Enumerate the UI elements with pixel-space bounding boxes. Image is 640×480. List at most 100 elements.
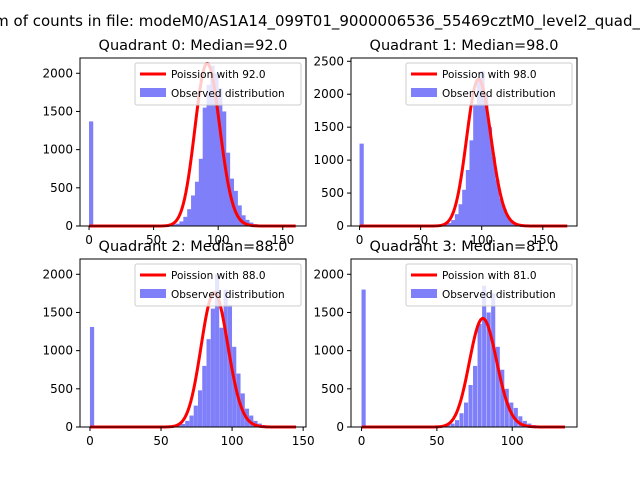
x-tick-label: 0 [85,233,93,247]
histogram-bar [473,365,478,427]
histogram-bar [504,388,509,427]
legend-label-observed: Observed distribution [171,88,285,100]
x-tick-label: 50 [413,233,428,247]
y-tick-label: 500 [50,181,73,195]
legend-box [134,62,302,106]
histogram-bar [185,420,190,427]
legend: Poission with 92.0 Observed distribution [134,62,302,106]
histogram-bar [219,327,224,427]
histogram-bar [502,208,507,226]
histogram-bar [476,81,482,226]
histogram-bar [451,220,456,226]
legend-bar-swatch [411,88,437,97]
chart-panel-q0: Quadrant 0: Median=92.00 50 100 15005001000… [42,38,307,247]
histogram-bar [454,420,460,427]
chart-panel-q3: Quadrant 3: Median=81.00 50 10005001000150… [313,239,578,448]
histogram-bar [495,346,500,427]
histogram-bar [506,216,511,226]
histogram-bar [454,214,460,226]
histogram-bar [500,369,505,427]
histogram-bar [171,224,176,226]
histogram-bar [215,274,220,427]
y-tick-label: 1000 [42,344,73,358]
histogram-bar [191,195,196,226]
x-tick-label: 100 [207,233,230,247]
x-tick-label: 50 [153,434,168,448]
axes-frame [350,57,578,227]
histogram-bar [477,323,482,427]
histogram-bar [193,405,198,427]
histogram-bar [491,293,496,427]
histogram-bar [223,289,228,427]
histogram-bar [202,107,207,226]
legend-box [405,62,573,106]
histogram-bar [495,179,500,226]
panel-title: Quadrant 1: Median=98.0 [370,38,559,54]
legend-label-observed: Observed distribution [442,289,556,301]
legend: Poission with 88.0 Observed distribution [134,263,302,307]
histogram-bar [206,84,211,227]
x-tick-label: 0 [358,434,366,448]
y-tick-label: 1500 [313,305,344,319]
histogram-bar [89,121,94,226]
histogram-bar [187,209,192,226]
y-tick-label: 1500 [313,120,344,134]
histogram-bar [206,339,211,427]
x-tick-label: 0 [356,233,364,247]
x-tick-label: 100 [501,434,524,448]
histogram-bar [464,402,469,427]
legend-label-observed: Observed distribution [442,88,556,100]
y-tick-label: 1500 [42,305,73,319]
histogram-bar [445,425,451,427]
y-tick-label: 0 [336,420,344,434]
histogram-bar [202,365,207,427]
histogram-bar [359,143,364,226]
legend-box [405,263,573,307]
y-tick-label: 0 [65,219,73,233]
histogram-bar [491,156,496,226]
x-tick-label: 0 [86,434,94,448]
axes-frame [350,258,578,428]
y-tick-label: 2000 [313,87,344,101]
histogram-bar [175,223,180,226]
histogram-bar [518,416,523,427]
legend-label-poisson: Poission with 81.0 [442,270,537,282]
legend-bar-swatch [411,289,437,298]
histogram-bar [245,219,250,226]
histogram-bar [447,223,452,226]
x-tick-label: 50 [429,434,444,448]
histogram-bar [522,420,527,427]
x-tick-label: 100 [221,434,244,448]
histogram-bar [498,198,504,226]
histogram-bar [486,312,491,427]
chart-panel-q2: Quadrant 2: Median=88.00 50 100 15005001000… [42,239,314,448]
histogram-bar [189,415,194,427]
histogram-bar [198,158,204,226]
legend: Poission with 81.0 Observed distribution [405,263,573,307]
figure-suptitle: Histogram of counts in file: modeM0/AS1A… [0,12,640,31]
y-tick-label: 1500 [42,104,73,118]
legend-label-poisson: Poission with 92.0 [171,69,266,81]
histogram-bar [482,285,487,427]
legend-label-poisson: Poission with 98.0 [442,69,537,81]
y-tick-label: 2000 [313,267,344,281]
histogram-bar [480,71,485,226]
histogram-bar [227,304,233,427]
y-tick-label: 500 [321,186,344,200]
x-tick-label: 150 [292,434,315,448]
histogram-bar [179,221,184,226]
axes-frame [79,258,307,428]
histogram-bar [214,73,219,226]
panel-title: Quadrant 0: Median=92.0 [99,38,288,54]
histogram-bar [473,104,478,226]
histogram-bar [459,413,464,427]
panels: Quadrant 0: Median=92.00 50 100 15005001000… [42,38,578,448]
y-tick-label: 1000 [313,153,344,167]
poisson-curve [89,291,297,429]
histogram-bar [487,127,493,226]
y-tick-label: 2000 [42,267,73,281]
axes-frame [79,57,307,227]
histogram-bar [180,423,186,427]
y-tick-label: 500 [321,382,344,396]
